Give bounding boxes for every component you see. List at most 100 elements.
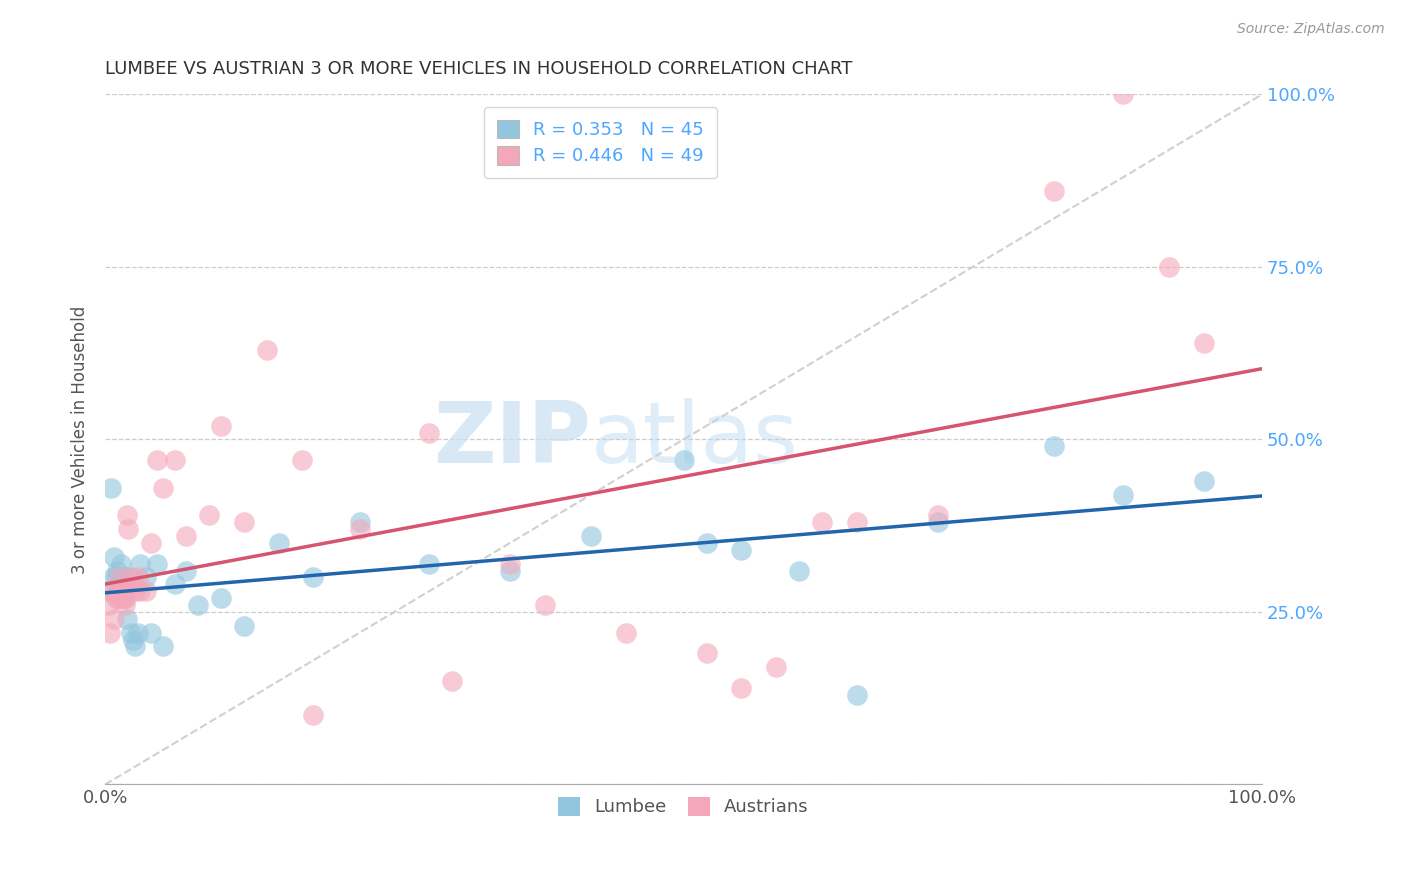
Point xyxy=(120,570,142,584)
Point xyxy=(198,508,221,523)
Point xyxy=(103,570,125,584)
Point xyxy=(111,591,134,606)
Point xyxy=(209,418,232,433)
Point xyxy=(127,625,149,640)
Point xyxy=(1112,87,1135,102)
Point xyxy=(441,673,464,688)
Point xyxy=(696,536,718,550)
Point xyxy=(672,453,695,467)
Point xyxy=(927,515,949,529)
Point xyxy=(122,577,145,591)
Point xyxy=(418,425,440,440)
Point xyxy=(163,577,186,591)
Point xyxy=(112,591,135,606)
Point xyxy=(105,564,128,578)
Point xyxy=(110,591,132,606)
Point xyxy=(1192,474,1215,488)
Legend: Lumbee, Austrians: Lumbee, Austrians xyxy=(551,790,815,823)
Point xyxy=(146,557,169,571)
Point xyxy=(174,529,197,543)
Point xyxy=(117,522,139,536)
Point xyxy=(152,640,174,654)
Point xyxy=(499,564,522,578)
Point xyxy=(108,577,131,591)
Point xyxy=(187,598,209,612)
Point xyxy=(115,508,138,523)
Point xyxy=(127,570,149,584)
Point xyxy=(499,557,522,571)
Point xyxy=(1159,260,1181,274)
Point xyxy=(291,453,314,467)
Point xyxy=(129,584,152,599)
Point xyxy=(115,591,138,606)
Point xyxy=(302,570,325,584)
Point xyxy=(98,625,121,640)
Point xyxy=(846,688,869,702)
Point xyxy=(107,591,129,606)
Point xyxy=(101,584,124,599)
Point xyxy=(96,598,118,612)
Point xyxy=(614,625,637,640)
Point xyxy=(117,570,139,584)
Point xyxy=(104,591,127,606)
Point xyxy=(730,542,752,557)
Point xyxy=(141,536,163,550)
Point xyxy=(696,646,718,660)
Point xyxy=(730,681,752,695)
Text: Source: ZipAtlas.com: Source: ZipAtlas.com xyxy=(1237,22,1385,37)
Point xyxy=(122,632,145,647)
Point xyxy=(302,708,325,723)
Point xyxy=(1112,488,1135,502)
Point xyxy=(141,625,163,640)
Point xyxy=(115,584,138,599)
Point xyxy=(124,640,146,654)
Point xyxy=(1192,335,1215,350)
Point xyxy=(209,591,232,606)
Point xyxy=(846,515,869,529)
Text: LUMBEE VS AUSTRIAN 3 OR MORE VEHICLES IN HOUSEHOLD CORRELATION CHART: LUMBEE VS AUSTRIAN 3 OR MORE VEHICLES IN… xyxy=(105,60,852,78)
Point xyxy=(256,343,278,357)
Point xyxy=(163,453,186,467)
Point xyxy=(105,584,128,599)
Point xyxy=(103,549,125,564)
Point xyxy=(120,625,142,640)
Y-axis label: 3 or more Vehicles in Household: 3 or more Vehicles in Household xyxy=(72,305,89,574)
Point xyxy=(349,522,371,536)
Point xyxy=(765,660,787,674)
Point xyxy=(579,529,602,543)
Point xyxy=(533,598,555,612)
Point xyxy=(110,584,132,599)
Point xyxy=(418,557,440,571)
Point xyxy=(107,584,129,599)
Point xyxy=(1042,184,1064,198)
Text: atlas: atlas xyxy=(591,398,799,481)
Text: ZIP: ZIP xyxy=(433,398,591,481)
Point xyxy=(233,515,256,529)
Point xyxy=(111,570,134,584)
Point xyxy=(103,612,125,626)
Point xyxy=(233,618,256,632)
Point xyxy=(174,564,197,578)
Point xyxy=(135,570,157,584)
Point xyxy=(811,515,834,529)
Point xyxy=(124,584,146,599)
Point xyxy=(267,536,290,550)
Point xyxy=(115,612,138,626)
Point xyxy=(110,584,132,599)
Point xyxy=(114,577,136,591)
Point xyxy=(1042,439,1064,453)
Point xyxy=(927,508,949,523)
Point xyxy=(349,515,371,529)
Point xyxy=(135,584,157,599)
Point xyxy=(787,564,810,578)
Point xyxy=(146,453,169,467)
Point xyxy=(114,598,136,612)
Point xyxy=(112,584,135,599)
Point xyxy=(97,584,120,599)
Point xyxy=(100,481,122,495)
Point xyxy=(129,557,152,571)
Point xyxy=(104,570,127,584)
Point xyxy=(108,570,131,584)
Point xyxy=(152,481,174,495)
Point xyxy=(110,557,132,571)
